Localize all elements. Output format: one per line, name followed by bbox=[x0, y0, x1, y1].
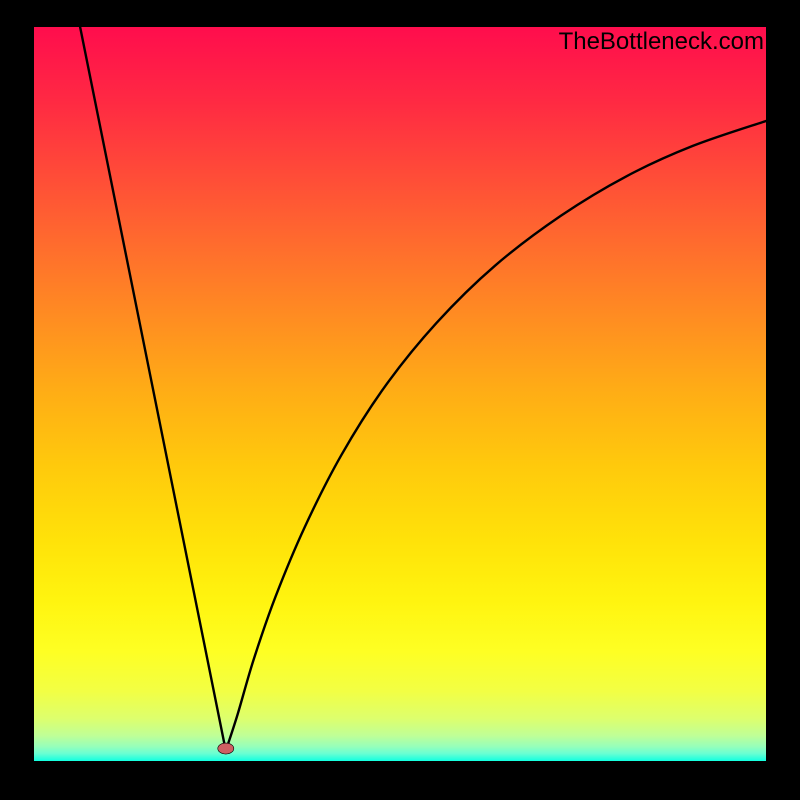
valley-marker bbox=[218, 743, 234, 754]
plot-area: TheBottleneck.com bbox=[34, 27, 766, 761]
curve-layer bbox=[34, 27, 766, 761]
watermark-text: TheBottleneck.com bbox=[559, 28, 764, 56]
left-line-segment bbox=[80, 27, 226, 751]
chart-frame: TheBottleneck.com bbox=[0, 0, 800, 800]
right-curve bbox=[226, 121, 766, 751]
